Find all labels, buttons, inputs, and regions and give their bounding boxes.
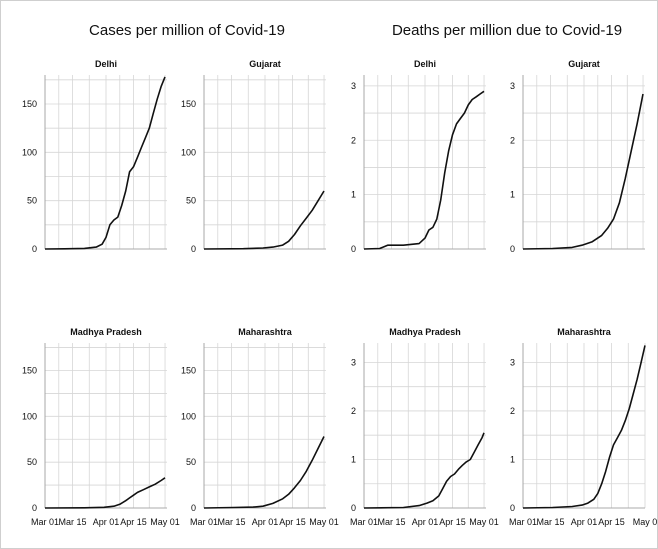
y-tick-label: 1	[510, 454, 515, 464]
panel-title: Maharashtra	[238, 327, 293, 337]
series-line	[203, 436, 325, 509]
series-line	[44, 76, 166, 250]
y-tick-label: 50	[186, 196, 196, 206]
y-tick-label: 150	[181, 366, 196, 376]
x-tick-label: Mar 15	[537, 517, 565, 527]
y-tick-label: 2	[510, 135, 515, 145]
x-tick-label: Mar 01	[31, 517, 59, 527]
panel-title: Delhi	[95, 59, 117, 69]
series-line	[522, 93, 644, 250]
panel-title: Madhya Pradesh	[389, 327, 461, 337]
y-tick-label: 100	[181, 411, 196, 421]
y-tick-label: 3	[510, 357, 515, 367]
y-tick-label: 50	[27, 457, 37, 467]
panel-0: Delhi 0 50 100 150	[22, 59, 167, 254]
y-tick-label: 1	[510, 190, 515, 200]
y-tick-label: 0	[351, 244, 356, 254]
x-tick-label: Apr 01	[571, 517, 598, 527]
y-tick-label: 0	[191, 244, 196, 254]
y-tick-label: 100	[22, 147, 37, 157]
x-tick-label: May 0	[633, 517, 658, 527]
y-tick-label: 1	[351, 190, 356, 200]
series-line	[522, 345, 646, 509]
deaths-group-title: Deaths per million due to Covid-19	[392, 22, 622, 39]
x-tick-label: Mar 01	[190, 517, 218, 527]
x-tick-label: Apr 15	[598, 517, 625, 527]
panel-2: Delhi 0 1 2 3	[351, 59, 486, 254]
y-tick-label: 50	[27, 196, 37, 206]
y-tick-label: 0	[191, 503, 196, 513]
panel-title: Gujarat	[568, 59, 600, 69]
panel-3: Gujarat 0 1 2 3	[510, 59, 645, 254]
x-tick-label: May 01	[150, 517, 180, 527]
y-tick-label: 1	[351, 454, 356, 464]
y-tick-label: 150	[22, 366, 37, 376]
y-tick-label: 3	[351, 81, 356, 91]
x-tick-label: Apr 15	[439, 517, 466, 527]
y-tick-label: 2	[351, 406, 356, 416]
panel-5: Maharashtra 0 50 100 150 Mar 01 Mar 15 Apr 01 Ap…	[181, 327, 339, 527]
series-line	[363, 432, 485, 509]
y-tick-label: 100	[181, 147, 196, 157]
y-tick-label: 3	[510, 81, 515, 91]
y-tick-label: 150	[181, 99, 196, 109]
y-tick-label: 0	[32, 244, 37, 254]
x-tick-label: Apr 01	[252, 517, 279, 527]
x-tick-label: Mar 01	[350, 517, 378, 527]
x-tick-label: Mar 15	[59, 517, 87, 527]
x-tick-label: Apr 15	[279, 517, 306, 527]
x-tick-label: Mar 01	[509, 517, 537, 527]
y-tick-label: 2	[510, 406, 515, 416]
cases-group-title: Cases per million of Covid-19	[89, 22, 285, 39]
panel-title: Gujarat	[249, 59, 281, 69]
y-tick-label: 2	[351, 135, 356, 145]
y-tick-label: 0	[510, 244, 515, 254]
x-tick-label: May 01	[469, 517, 499, 527]
panel-7: Maharashtra 0 1 2 3 Mar 01 Mar 15 Apr 01 Apr 15 M…	[509, 327, 657, 527]
y-tick-label: 3	[351, 357, 356, 367]
x-tick-label: Apr 15	[120, 517, 147, 527]
panel-6: Madhya Pradesh 0 1 2 3 Mar 01 Mar 15 Apr 01 Apr …	[350, 327, 499, 527]
y-tick-label: 50	[186, 457, 196, 467]
x-tick-label: Mar 15	[378, 517, 406, 527]
y-tick-label: 0	[351, 503, 356, 513]
panel-title: Delhi	[414, 59, 436, 69]
panel-1: Gujarat 0 50 100 150	[181, 59, 326, 254]
y-tick-label: 0	[510, 503, 515, 513]
x-tick-label: Apr 01	[93, 517, 120, 527]
y-tick-label: 100	[22, 411, 37, 421]
x-tick-label: Mar 15	[218, 517, 246, 527]
panel-title: Madhya Pradesh	[70, 327, 142, 337]
x-tick-label: Apr 01	[412, 517, 439, 527]
series-line	[44, 477, 166, 509]
panel-title: Maharashtra	[557, 327, 612, 337]
y-tick-label: 0	[32, 503, 37, 513]
x-tick-label: May 01	[309, 517, 339, 527]
series-line	[363, 90, 485, 250]
panel-4: Madhya Pradesh 0 50 100 150 Mar 01 Mar 15 Apr 0…	[22, 327, 180, 527]
series-line	[203, 190, 325, 250]
y-tick-label: 150	[22, 99, 37, 109]
panels-container: Delhi050100150Gujarat050100150Delhi0123G…	[22, 59, 657, 527]
